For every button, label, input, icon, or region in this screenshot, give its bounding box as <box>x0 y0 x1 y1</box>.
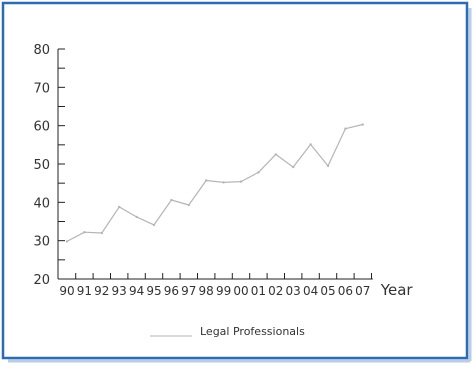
y-tick-label: 80 <box>33 43 50 58</box>
x-tick-label: 92 <box>94 284 109 298</box>
data-point <box>152 223 156 227</box>
data-point <box>118 205 121 209</box>
data-point <box>170 198 173 202</box>
x-tick-label: 05 <box>320 284 335 298</box>
x-tick-label: 07 <box>355 284 370 298</box>
data-point <box>361 123 364 126</box>
data-point <box>100 231 104 235</box>
y-tick-label: 60 <box>33 120 50 135</box>
x-tick-label: 97 <box>181 284 196 298</box>
x-tick-label: 00 <box>233 284 248 298</box>
y-tick-label: 50 <box>33 158 50 173</box>
x-tick-label: 96 <box>164 284 179 298</box>
x-tick-label: 03 <box>286 284 301 298</box>
y-tick-label: 20 <box>33 273 50 288</box>
x-axis-title: Year <box>380 281 414 299</box>
x-tick-label: 93 <box>112 284 127 298</box>
y-tick-label: 70 <box>33 81 50 96</box>
x-tick-label: 91 <box>77 284 92 298</box>
x-tick-label: 94 <box>129 284 144 298</box>
data-point <box>135 215 138 219</box>
data-point <box>309 143 312 146</box>
data-point <box>239 180 243 183</box>
x-tick-label: 06 <box>338 284 353 298</box>
x-tick-label: 04 <box>303 284 318 298</box>
data-point <box>274 153 277 156</box>
x-tick-label: 98 <box>199 284 214 298</box>
data-point <box>344 127 347 130</box>
legend-label: Legal Professionals <box>200 325 305 338</box>
data-point <box>83 231 86 234</box>
data-point <box>222 181 225 184</box>
x-tick-label: 01 <box>251 284 266 298</box>
y-tick-label: 30 <box>33 235 50 250</box>
x-tick-label: 99 <box>216 284 231 298</box>
x-tick-label: 90 <box>59 284 74 298</box>
x-tick-label: 02 <box>268 284 283 298</box>
y-tick-label: 40 <box>33 196 50 211</box>
data-point <box>205 179 208 182</box>
data-point <box>257 171 260 174</box>
series-line <box>66 123 363 242</box>
x-tick-label: 95 <box>146 284 161 298</box>
data-point <box>187 203 190 207</box>
chart-frame <box>1 1 469 360</box>
data-point <box>292 165 295 169</box>
data-point <box>65 240 69 243</box>
data-point <box>326 164 330 168</box>
